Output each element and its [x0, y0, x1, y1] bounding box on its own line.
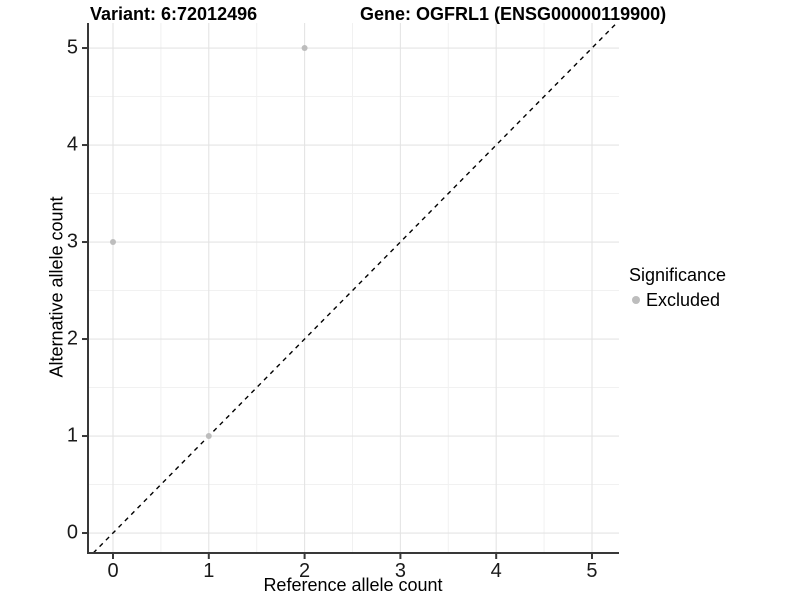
- x-tick-label: 4: [490, 560, 502, 582]
- legend-entry-label: Excluded: [646, 289, 721, 310]
- data-point: [301, 45, 308, 52]
- x-axis-label: Reference allele count: [263, 575, 443, 595]
- y-tick-label: 2: [66, 327, 78, 350]
- plot-title-variant: Variant: 6:72012496: [90, 4, 258, 24]
- y-axis-label: Alternative allele count: [46, 196, 67, 378]
- plot-title-gene: Gene: OGFRL1 (ENSG00000119900): [360, 4, 667, 24]
- legend-entries: Excluded: [629, 289, 726, 311]
- y-tick-label: 3: [66, 230, 78, 253]
- legend-entry: Excluded: [629, 289, 726, 311]
- legend: Significance Excluded: [629, 265, 726, 311]
- legend-dot-icon: [632, 296, 640, 304]
- data-point: [110, 239, 117, 246]
- y-tick-label: 5: [66, 36, 78, 59]
- identity-dashed-line: [92, 22, 618, 554]
- data-point: [205, 433, 212, 440]
- legend-title: Significance: [629, 265, 727, 285]
- y-tick-label: 1: [66, 424, 78, 447]
- x-tick-label: 5: [586, 560, 598, 582]
- y-tick-label: 4: [66, 133, 78, 156]
- x-tick-label: 1: [203, 560, 215, 582]
- x-tick-label: 0: [107, 560, 119, 582]
- y-tick-label: 0: [66, 521, 78, 544]
- x-tick-label: 2: [299, 560, 311, 582]
- x-tick-label: 3: [394, 560, 406, 582]
